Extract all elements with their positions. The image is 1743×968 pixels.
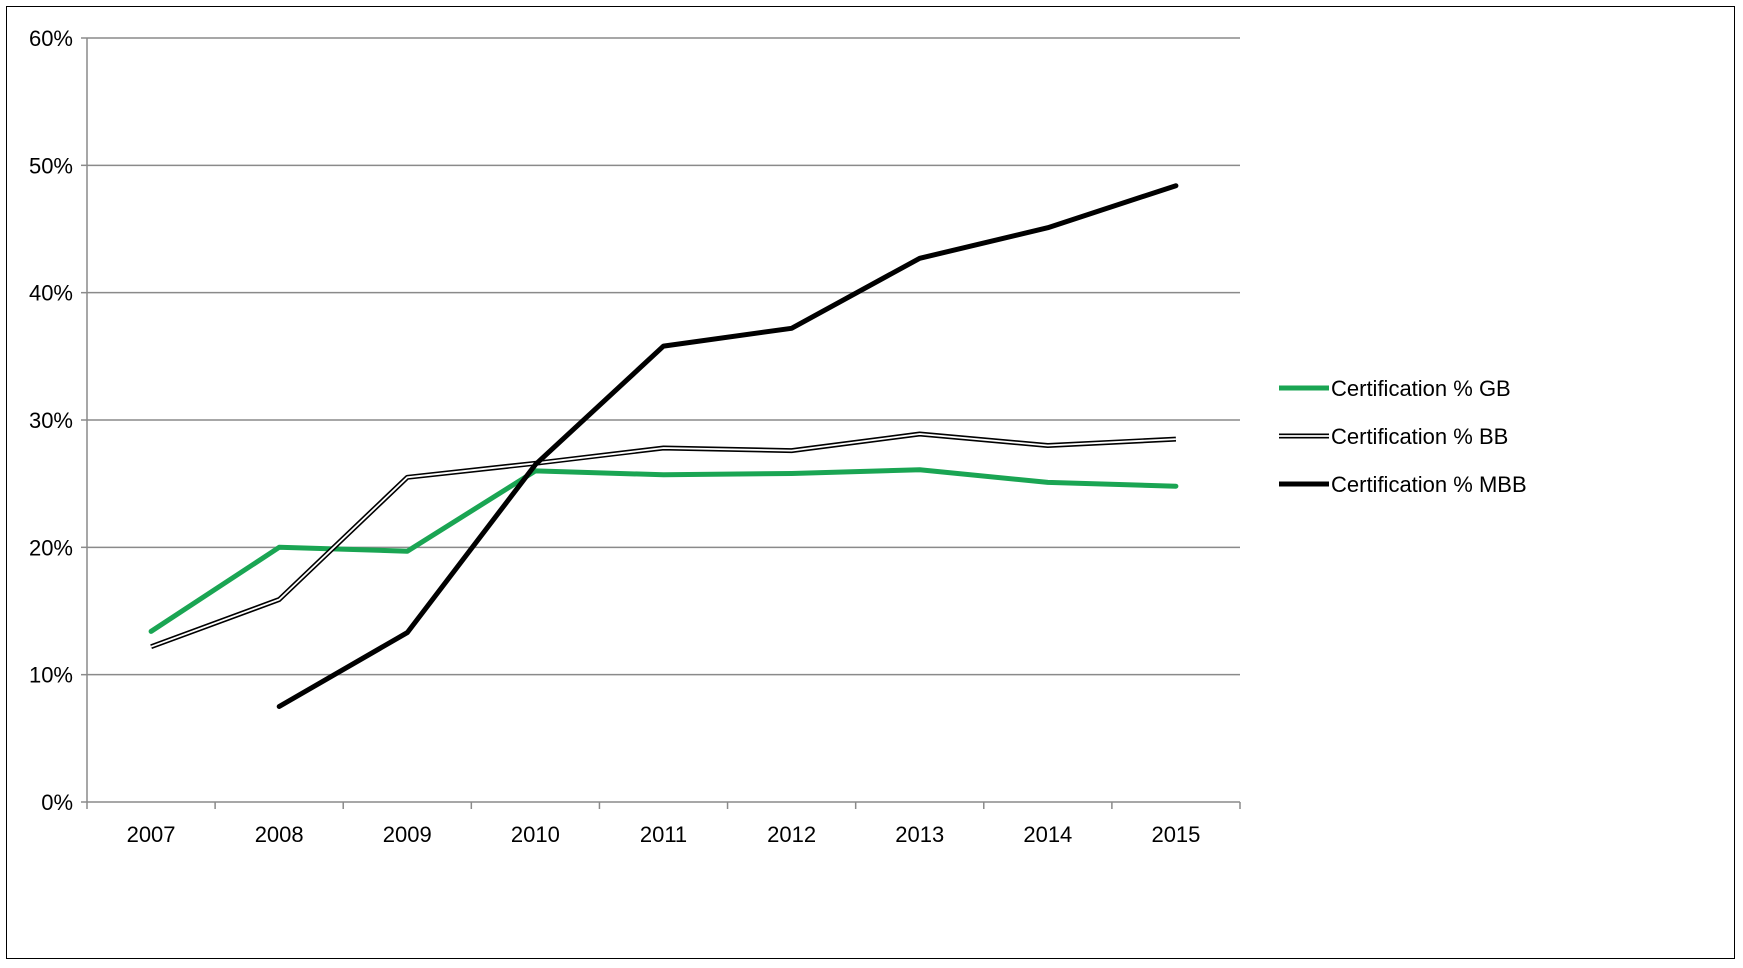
chart-frame: 0% 10% 20% 30% 40% 50% 60% 2007 2008 2009 2010 2011… — [6, 6, 1735, 959]
y-tick-label: 60% — [29, 26, 73, 51]
series-certification-bb — [150, 431, 1177, 650]
x-tick-label: 2007 — [127, 822, 176, 847]
legend: Certification % GB Certification % BB Cert… — [1279, 376, 1527, 497]
series-line-outer — [150, 431, 1177, 650]
x-tick-label: 2009 — [383, 822, 432, 847]
legend-item: Certification % MBB — [1279, 472, 1527, 497]
series-line-inner — [150, 433, 1176, 648]
x-tick-label: 2008 — [255, 822, 304, 847]
legend-label: Certification % GB — [1331, 376, 1511, 401]
y-tick-label: 30% — [29, 408, 73, 433]
gridlines — [87, 37, 1240, 676]
series-line — [276, 183, 1179, 709]
legend-label: Certification % BB — [1331, 424, 1508, 449]
y-tick-label: 50% — [29, 153, 73, 178]
x-tick-label: 2013 — [895, 822, 944, 847]
y-tick-label: 40% — [29, 281, 73, 306]
legend-label: Certification % MBB — [1331, 472, 1527, 497]
x-tick-label: 2011 — [640, 822, 687, 847]
x-tick-label: 2015 — [1151, 822, 1200, 847]
y-tick-label: 20% — [29, 535, 73, 560]
legend-item: Certification % BB — [1279, 424, 1508, 449]
y-tick-label: 0% — [41, 790, 73, 815]
x-tick-label: 2010 — [511, 822, 560, 847]
y-tick-label: 10% — [29, 663, 73, 688]
x-tick-label: 2012 — [767, 822, 816, 847]
series-lines — [148, 183, 1179, 709]
series-line — [148, 467, 1179, 634]
series-certification-mbb — [276, 183, 1179, 709]
axes: 0% 10% 20% 30% 40% 50% 60% 2007 2008 2009 2010 2011… — [29, 26, 1241, 847]
series-certification-gb — [148, 467, 1179, 634]
x-tick-label: 2014 — [1023, 822, 1072, 847]
legend-item: Certification % GB — [1279, 376, 1511, 401]
line-chart: 0% 10% 20% 30% 40% 50% 60% 2007 2008 2009 2010 2011… — [29, 26, 1527, 847]
